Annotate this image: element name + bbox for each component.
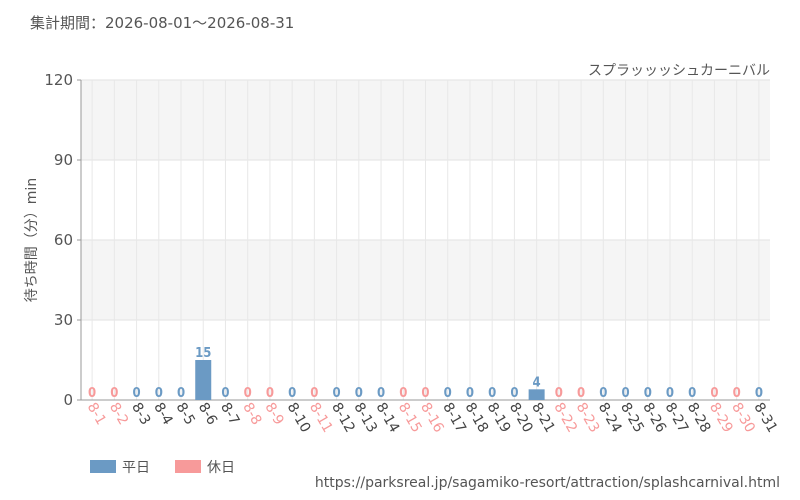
legend-swatch — [175, 460, 201, 473]
x-tick-label: 8-9 — [261, 400, 286, 428]
x-tick-label: 8-1 — [84, 400, 109, 428]
y-tick-label: 30 — [54, 311, 73, 329]
data-label: 0 — [599, 386, 607, 401]
data-label: 0 — [733, 386, 741, 401]
data-label: 0 — [755, 386, 763, 401]
source-url: https://parksreal.jp/sagamiko-resort/att… — [315, 475, 780, 491]
data-label: 0 — [377, 386, 385, 401]
legend-label: 休日 — [207, 460, 235, 476]
data-label: 4 — [533, 375, 541, 390]
data-label: 0 — [466, 386, 474, 401]
data-label: 0 — [88, 386, 96, 401]
attraction-name: スプラッッッシュカーニバル — [588, 63, 770, 79]
x-tick-label: 8-6 — [195, 400, 220, 428]
x-tick-label: 8-4 — [150, 400, 175, 428]
data-label: 0 — [444, 386, 452, 401]
x-tick-label: 8-8 — [239, 400, 264, 428]
data-label: 0 — [221, 386, 229, 401]
y-tick-label: 120 — [44, 71, 73, 89]
data-label: 0 — [399, 386, 407, 401]
data-label: 0 — [621, 386, 629, 401]
data-label: 0 — [577, 386, 585, 401]
x-tick-label: 8-31 — [750, 400, 780, 436]
y-tick-label: 60 — [54, 231, 73, 249]
data-label: 0 — [177, 386, 185, 401]
x-tick-label: 8-7 — [217, 400, 242, 428]
data-label: 0 — [710, 386, 718, 401]
legend-swatch — [90, 460, 116, 473]
y-tick-label: 0 — [63, 391, 73, 409]
bar — [195, 360, 212, 400]
data-label: 0 — [555, 386, 563, 401]
data-label: 0 — [688, 386, 696, 401]
bar — [528, 389, 545, 400]
data-label: 15 — [195, 346, 211, 361]
data-label: 0 — [488, 386, 496, 401]
x-tick-label: 8-3 — [128, 400, 153, 428]
y-tick-label: 90 — [54, 151, 73, 169]
x-tick-label: 8-2 — [106, 400, 131, 428]
data-label: 0 — [244, 386, 252, 401]
y-axis-label: 待ち時間（分）min — [24, 178, 40, 302]
data-label: 0 — [421, 386, 429, 401]
data-label: 0 — [110, 386, 118, 401]
data-label: 0 — [510, 386, 518, 401]
data-label: 0 — [132, 386, 140, 401]
data-label: 0 — [310, 386, 318, 401]
data-label: 0 — [155, 386, 163, 401]
data-label: 0 — [644, 386, 652, 401]
chart-title: 集計期間：2026-08-01～2026-08-31 — [30, 14, 294, 32]
data-label: 0 — [666, 386, 674, 401]
x-tick-label: 8-5 — [173, 400, 198, 428]
data-label: 0 — [266, 386, 274, 401]
data-label: 0 — [288, 386, 296, 401]
legend-label: 平日 — [122, 460, 150, 476]
data-label: 0 — [333, 386, 341, 401]
data-label: 0 — [355, 386, 363, 401]
